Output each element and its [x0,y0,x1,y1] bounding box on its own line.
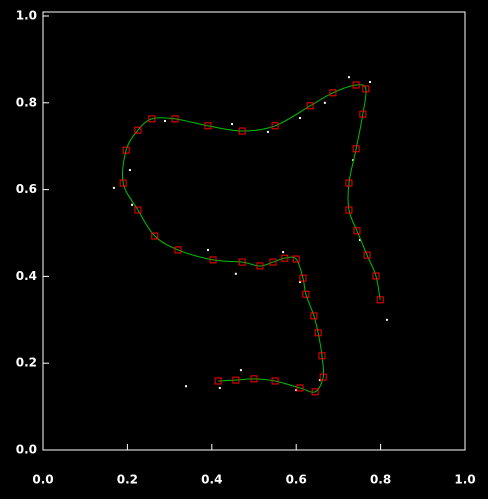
sample-point [323,101,326,104]
x-tick-label: 0.0 [32,473,53,487]
y-tick-label: 0.8 [16,95,37,109]
sample-point [369,80,372,83]
sample-point [128,169,131,172]
fit-marker [204,122,212,130]
fit-marker [363,251,371,259]
sample-point [231,123,234,126]
fit-marker [256,262,264,270]
fit-marker [311,388,319,396]
fit-marker [269,258,277,266]
fit-marker [148,115,156,123]
sample-point [298,281,301,284]
fit-marker [271,122,279,130]
sample-point [385,318,388,321]
sample-point [207,248,210,251]
y-tick-label: 0.2 [16,356,37,370]
sample-point [185,385,188,388]
fit-marker [302,290,310,298]
fit-marker [345,179,353,187]
sample-point [358,238,361,241]
fit-marker [353,227,361,235]
sample-point [266,130,269,133]
y-tick-label: 0.6 [16,182,37,196]
sample-point [239,369,242,372]
sample-point [131,203,134,206]
fit-marker [359,110,367,118]
fit-marker [134,126,142,134]
fit-marker [310,312,318,320]
fit-marker [238,258,246,266]
fit-marker [271,377,279,385]
y-tick-label: 0.0 [16,443,37,457]
sample-point [295,389,298,392]
fit-marker [174,246,182,254]
x-tick-label: 0.2 [117,473,138,487]
fit-marker [376,296,384,304]
fit-marker [134,206,142,214]
fit-marker [362,85,370,93]
sample-point [163,120,166,123]
fit-marker [209,256,217,264]
fit-marker [352,145,360,153]
fit-marker [151,232,159,240]
fit-marker [292,255,300,263]
y-tick-label: 1.0 [16,9,37,23]
fit-marker [281,254,289,262]
sample-point [298,116,301,119]
x-tick-label: 0.4 [201,473,222,487]
fit-marker [299,274,307,282]
y-tick-label: 0.4 [16,269,37,283]
fit-marker [238,127,246,135]
fit-marker [232,376,240,384]
sample-point [234,272,237,275]
fit-marker [306,102,314,110]
fit-marker [329,89,337,97]
fit-marker [122,146,130,154]
fit-marker [314,329,322,337]
fit-marker [296,384,304,392]
fit-marker [250,375,258,383]
fit-marker [345,206,353,214]
sample-point [347,76,350,79]
fit-marker [318,352,326,360]
fit-marker [171,115,179,123]
sample-point [112,186,115,189]
sample-point [218,386,221,389]
x-tick-label: 0.8 [370,473,391,487]
fit-marker [372,272,380,280]
fit-marker [214,377,222,385]
fit-marker [352,81,360,89]
plot-frame [42,11,466,451]
sample-point [282,251,285,254]
x-tick-label: 1.0 [454,473,475,487]
fit-marker [319,373,327,381]
fit-curve [121,84,381,393]
x-tick-label: 0.6 [286,473,307,487]
fit-marker [119,179,127,187]
